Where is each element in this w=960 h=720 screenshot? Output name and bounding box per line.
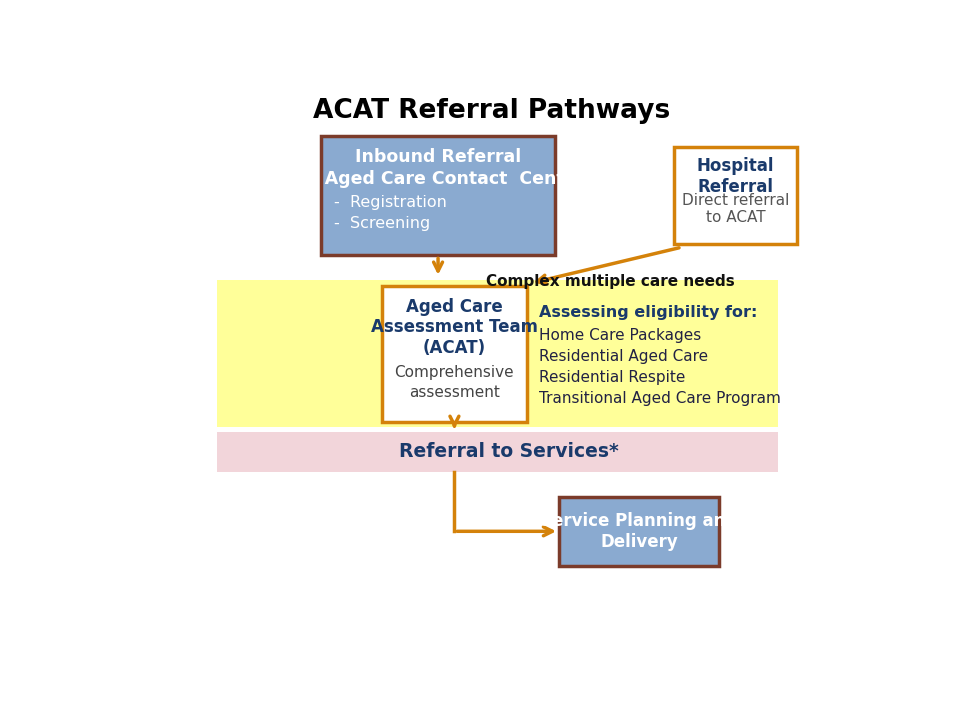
Text: Service Planning and
Delivery: Service Planning and Delivery (540, 512, 737, 551)
Text: ACAT Referral Pathways: ACAT Referral Pathways (313, 99, 671, 125)
Text: Assessing eligibility for:: Assessing eligibility for: (539, 305, 757, 320)
Text: Hospital
Referral: Hospital Referral (697, 158, 775, 196)
Text: (ACAT): (ACAT) (422, 339, 486, 357)
Text: -  Screening: - Screening (334, 215, 430, 230)
Text: Complex multiple care needs: Complex multiple care needs (486, 274, 734, 289)
Text: -  Registration: - Registration (334, 194, 447, 210)
Text: Residential Respite: Residential Respite (539, 369, 685, 384)
Bar (217, 432, 779, 472)
Bar (217, 280, 779, 428)
Bar (674, 148, 797, 244)
Text: Assessment Team: Assessment Team (371, 318, 538, 336)
Text: Inbound Referral: Inbound Referral (355, 148, 521, 166)
Bar (559, 497, 719, 566)
Bar (382, 286, 527, 422)
Text: Direct referral
to ACAT: Direct referral to ACAT (682, 193, 789, 225)
Text: assessment: assessment (409, 384, 500, 400)
Text: Home Care Packages: Home Care Packages (539, 328, 701, 343)
Text: My Aged Care Contact  Centre: My Aged Care Contact Centre (291, 169, 586, 187)
Text: Transitional Aged Care Program: Transitional Aged Care Program (539, 391, 780, 406)
Text: Comprehensive: Comprehensive (395, 365, 515, 380)
Text: Aged Care: Aged Care (406, 298, 503, 316)
Bar (321, 136, 555, 256)
Text: Residential Aged Care: Residential Aged Care (539, 348, 708, 364)
Text: Referral to Services*: Referral to Services* (399, 441, 619, 461)
